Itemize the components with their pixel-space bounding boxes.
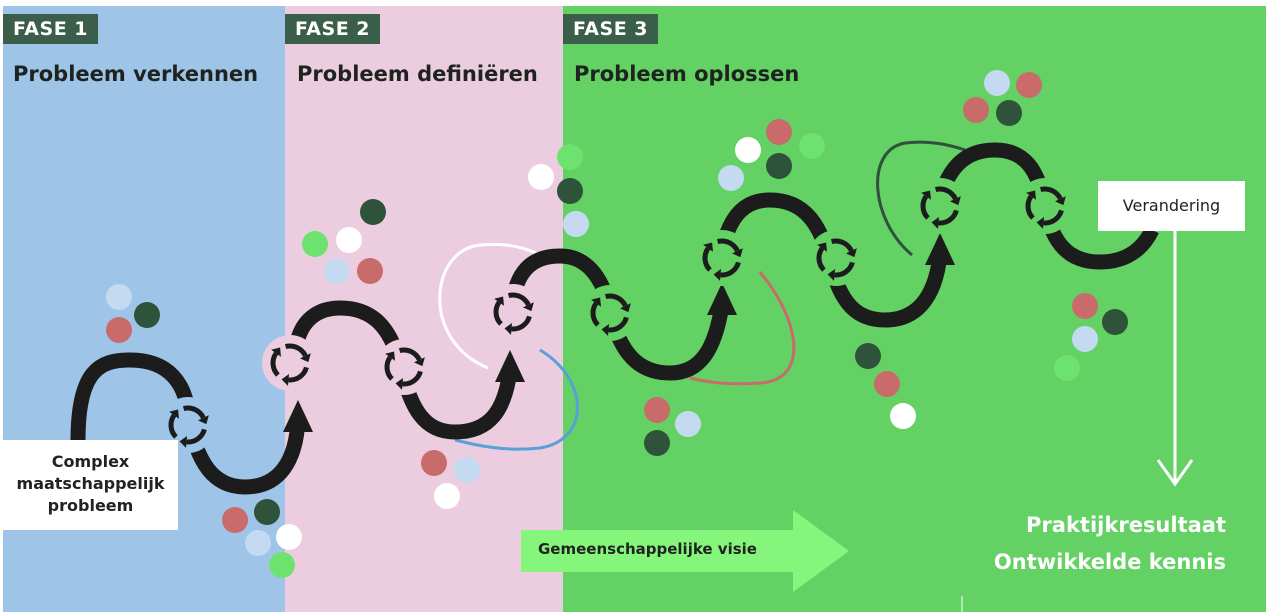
cycle-icon — [262, 335, 318, 391]
participant-dot — [1072, 293, 1098, 319]
participant-dots — [106, 70, 1128, 578]
participant-dot — [357, 258, 383, 284]
feedback-loop-white — [438, 242, 541, 370]
participant-dot — [106, 284, 132, 310]
participant-dot — [644, 430, 670, 456]
start-box-line-3: probleem — [47, 496, 134, 515]
phase-2-title: Probleem definiëren — [297, 62, 538, 86]
feedback-loop-dark — [876, 140, 966, 257]
cycle-icon — [694, 230, 750, 286]
participant-dot — [528, 164, 554, 190]
participant-dot — [874, 371, 900, 397]
participant-dot — [222, 507, 248, 533]
start-box-line-2: maatschappelijk — [16, 474, 165, 493]
vision-arrow — [521, 510, 849, 592]
cycle-icon — [808, 230, 864, 286]
result-line-1: Praktijkresultaat — [1026, 513, 1226, 537]
cycle-icon — [1017, 178, 1073, 234]
cycle-icon — [582, 285, 638, 341]
cycle-icon — [160, 397, 216, 453]
participant-dot — [302, 231, 328, 257]
phase-2-tag: FASE 2 — [285, 14, 381, 44]
participant-dot — [360, 199, 386, 225]
participant-dot — [245, 530, 271, 556]
start-box-line-1: Complex — [51, 452, 130, 471]
participant-dot — [254, 499, 280, 525]
cycle-icon — [376, 339, 432, 395]
participant-dot — [134, 302, 160, 328]
phase-1-tag: FASE 1 — [3, 14, 99, 44]
participant-dot — [434, 483, 460, 509]
participant-dot — [557, 178, 583, 204]
phase-3-tag: FASE 3 — [563, 14, 659, 44]
participant-dot — [106, 317, 132, 343]
cycle-icon — [912, 178, 968, 234]
participant-dot — [963, 97, 989, 123]
change-box: Verandering — [1098, 181, 1245, 231]
feedback-loop-red — [689, 271, 796, 386]
participant-dot — [766, 119, 792, 145]
participant-dot — [799, 133, 825, 159]
participant-dot — [557, 144, 583, 170]
change-down-arrow — [1156, 231, 1194, 487]
participant-dot — [276, 524, 302, 550]
cycle-icons — [160, 178, 1073, 453]
participant-dot — [1016, 72, 1042, 98]
participant-dot — [855, 343, 881, 369]
participant-dot — [1102, 309, 1128, 335]
phase-1-title: Probleem verkennen — [13, 62, 259, 86]
participant-dot — [718, 165, 744, 191]
vision-arrow-label: Gemeenschappelijke visie — [538, 540, 757, 558]
participant-dot — [675, 411, 701, 437]
participant-dot — [563, 211, 589, 237]
participant-dot — [324, 258, 350, 284]
result-line-2: Ontwikkelde kennis — [993, 550, 1226, 574]
participant-dot — [454, 457, 480, 483]
participant-dot — [1072, 326, 1098, 352]
participant-dot — [644, 397, 670, 423]
participant-dot — [1054, 355, 1080, 381]
participant-dot — [735, 137, 761, 163]
participant-dot — [269, 552, 295, 578]
participant-dot — [984, 70, 1010, 96]
start-problem-box: Complex maatschappelijk probleem — [3, 440, 178, 530]
participant-dot — [766, 153, 792, 179]
participant-dot — [421, 450, 447, 476]
cycle-icon — [485, 284, 541, 340]
participant-dot — [336, 227, 362, 253]
phase-3-title: Probleem oplossen — [574, 62, 800, 86]
participant-dot — [996, 100, 1022, 126]
path-arrowheads — [283, 233, 955, 432]
feedback-loop-blue — [454, 348, 579, 451]
participant-dot — [890, 403, 916, 429]
